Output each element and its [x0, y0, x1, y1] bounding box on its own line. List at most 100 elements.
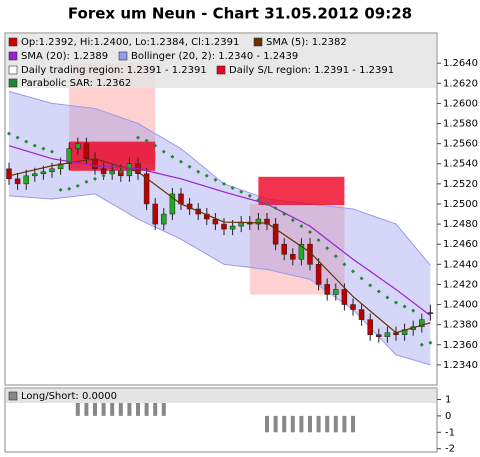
legend-box: [6, 389, 436, 403]
legend-swatch: [253, 37, 263, 47]
long-short-bar: [118, 399, 123, 416]
sar-dot: [67, 186, 72, 191]
candle-body: [100, 168, 107, 175]
sar-dot: [58, 187, 63, 192]
candle-body: [143, 173, 150, 205]
y-tick-label: -1: [445, 427, 455, 438]
lower-panel: [4, 387, 438, 453]
long-short-bar: [290, 415, 295, 433]
legend-swatch: [8, 65, 18, 75]
candle-body: [272, 223, 279, 245]
candle-body: [6, 168, 12, 180]
legend-swatch: [8, 78, 18, 88]
indicator-line: [8, 158, 431, 334]
sar-dot: [101, 173, 106, 178]
y-tick-label: 1.2380: [443, 320, 478, 331]
candle-body: [384, 332, 391, 337]
y-tick-label: 1.2520: [443, 179, 478, 190]
main-panel: [4, 32, 438, 386]
sar-dot: [41, 146, 46, 151]
y-tick-label: 0: [445, 411, 451, 422]
candle-body: [427, 312, 434, 314]
candle-body: [83, 143, 90, 159]
legend-swatch: [8, 37, 18, 47]
candle-body: [229, 225, 236, 230]
sar-dot: [290, 218, 295, 223]
sar-dot: [351, 269, 355, 274]
sar-dot: [213, 177, 218, 182]
sar-dot: [170, 154, 175, 159]
long-short-bar: [351, 415, 355, 433]
sar-dot: [222, 181, 226, 186]
y-tick-label: 1.2620: [443, 78, 478, 89]
sar-dot: [196, 169, 201, 174]
legend-label: Long/Short: 0.0000: [21, 391, 117, 402]
candle-body: [161, 213, 167, 225]
long-short-bar: [273, 415, 278, 433]
sar-dot: [153, 143, 158, 148]
long-short-bar: [153, 399, 158, 416]
long-short-bar: [161, 399, 166, 416]
legend-box: [6, 34, 436, 88]
y-tick-label: 1.2540: [443, 159, 478, 170]
sar-dot: [110, 171, 115, 176]
long-short-bar: [75, 399, 80, 416]
sar-dot: [273, 205, 278, 210]
chart-title: Forex um Neun - Chart 31.05.2012 09:28: [68, 5, 412, 23]
sl-region: [258, 176, 345, 205]
y-tick-label: 1.2460: [443, 239, 478, 250]
long-short-bar: [342, 415, 347, 433]
sar-dot: [75, 183, 80, 188]
candle-body: [169, 193, 176, 215]
candle-body: [324, 284, 330, 295]
candle-body: [75, 143, 81, 149]
legend-swatch: [8, 391, 18, 401]
legend-label: Op:1.2392, Hi:1.2400, Lo:1.2384, Cl:1.23…: [21, 37, 239, 48]
legend-label: SMA (5): 1.2382: [266, 37, 347, 48]
sar-dot: [144, 138, 149, 143]
long-short-bar: [84, 399, 89, 416]
sar-dot: [187, 164, 192, 169]
candle-body: [350, 304, 356, 310]
candle-body: [204, 213, 210, 220]
y-tick-label: 1.2600: [443, 98, 478, 109]
long-short-bar: [308, 415, 312, 433]
candle-body: [66, 148, 72, 164]
candle-body: [376, 334, 382, 337]
sar-dot: [15, 135, 20, 140]
sar-dot: [118, 169, 123, 174]
legend-label: Daily trading region: 1.2391 - 1.2391: [21, 65, 207, 76]
candle-body: [264, 218, 270, 225]
sar-dot: [7, 131, 11, 136]
sar-dot: [411, 308, 416, 313]
candle-body: [419, 319, 425, 327]
long-short-bar: [299, 415, 304, 433]
sar-dot: [359, 276, 364, 281]
sar-dot: [385, 295, 390, 300]
legend-swatch: [118, 51, 128, 61]
sar-dot: [230, 185, 235, 190]
candle-body: [23, 175, 29, 185]
long-short-bar: [265, 415, 269, 433]
long-short-bar: [333, 415, 338, 433]
bollinger-lower: [8, 193, 431, 366]
long-short-bar: [101, 399, 106, 416]
sar-dot: [247, 193, 252, 198]
long-short-bar: [282, 415, 287, 433]
y-tick-label: 1.2360: [443, 340, 478, 351]
long-short-bar: [144, 399, 149, 416]
long-short-bar: [127, 399, 132, 416]
candle-body: [152, 203, 158, 225]
y-tick-label: 1.2440: [443, 259, 478, 270]
sar-dot: [428, 340, 433, 345]
sar-dot: [256, 197, 261, 202]
sar-dot: [325, 246, 330, 251]
long-short-bar: [110, 399, 115, 416]
indicator-line: [8, 145, 431, 317]
sar-dot: [127, 167, 132, 172]
candle-body: [221, 223, 227, 230]
candle-body: [290, 254, 296, 260]
candle-body: [49, 168, 55, 173]
legend-label: Bollinger (20, 2): 1.2340 - 1.2439: [131, 51, 298, 62]
